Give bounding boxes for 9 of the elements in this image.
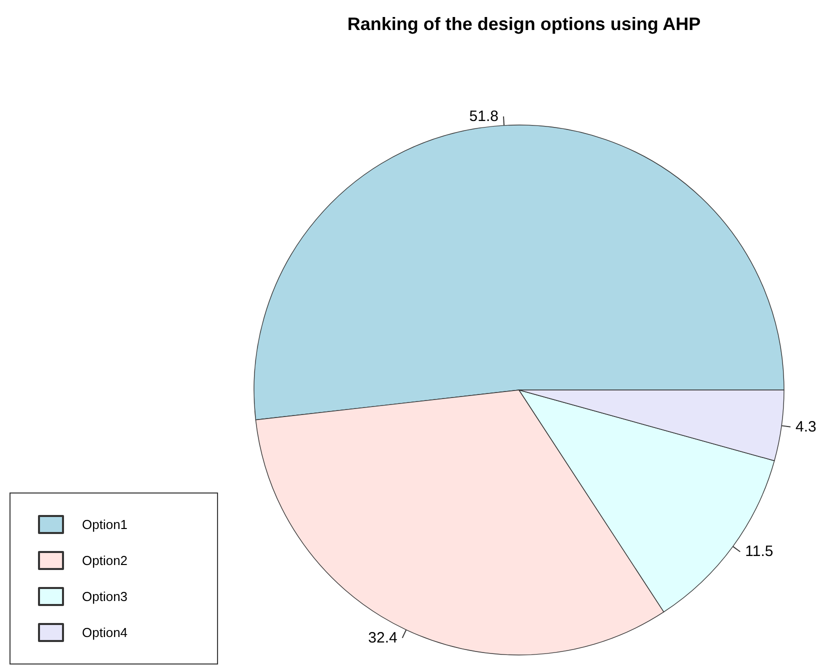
data-label: 51.8 [469, 108, 499, 125]
data-label: 11.5 [745, 543, 774, 560]
data-label: 32.4 [368, 629, 398, 646]
legend-label: Option4 [82, 625, 128, 640]
legend-label: Option3 [82, 589, 128, 604]
data-label: 4.3 [796, 418, 816, 436]
legend-label: Option1 [82, 517, 128, 532]
chart-title: Ranking of the design options using AHP [347, 14, 701, 34]
legend-label: Option2 [82, 553, 128, 568]
